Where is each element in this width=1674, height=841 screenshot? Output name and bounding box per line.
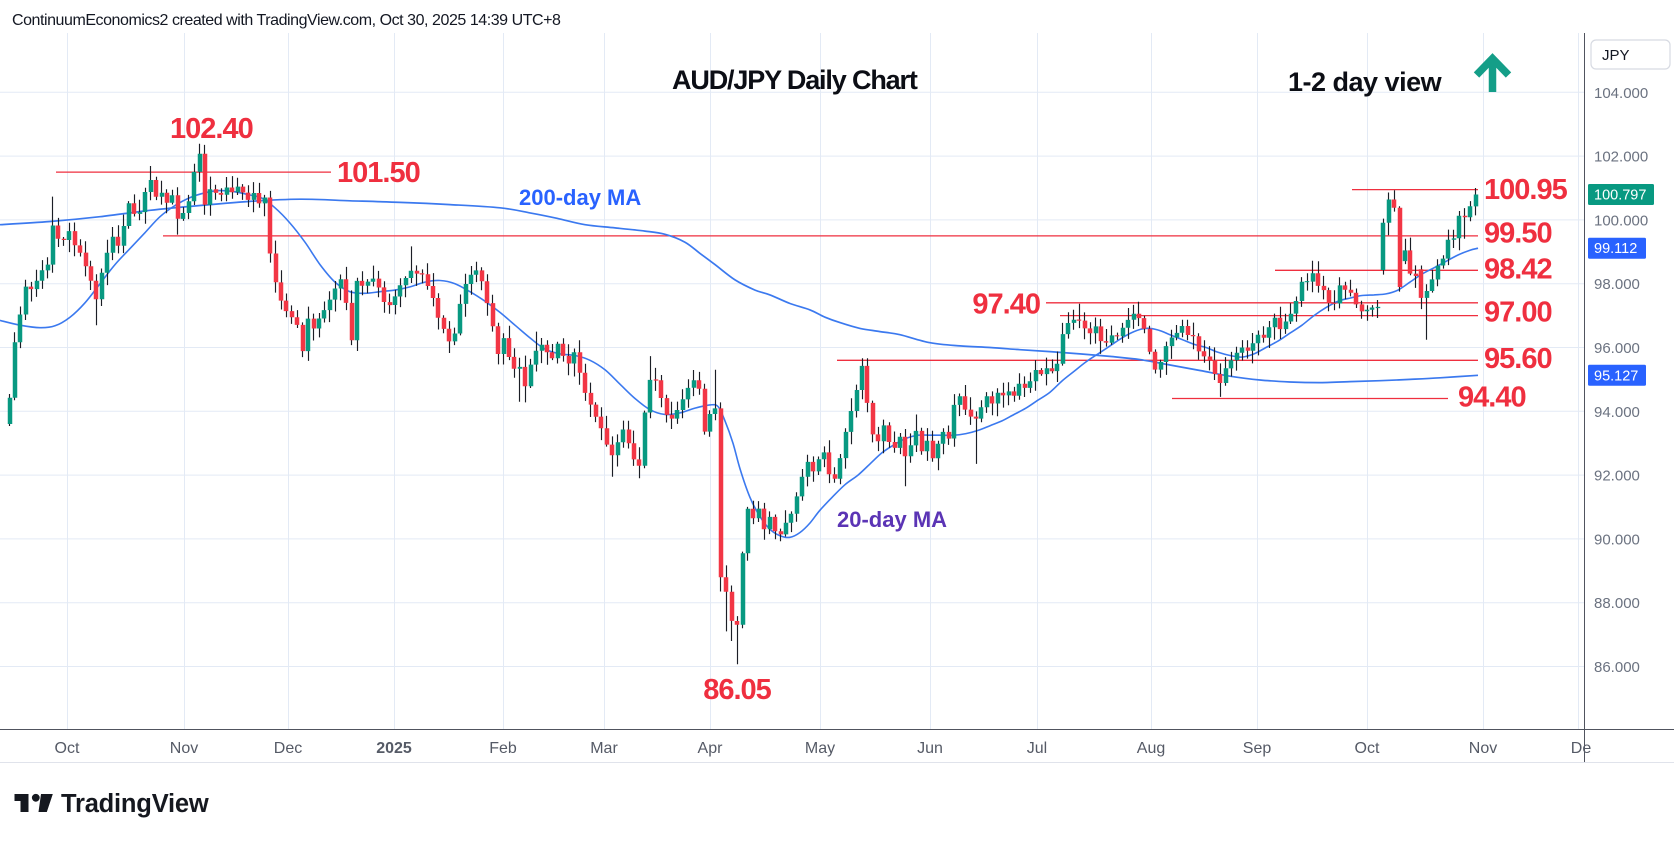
svg-text:Jun: Jun xyxy=(917,740,943,757)
svg-text:88.000: 88.000 xyxy=(1594,595,1640,612)
svg-text:99.112: 99.112 xyxy=(1594,241,1637,257)
svg-text:99.50: 99.50 xyxy=(1484,217,1552,249)
svg-text:1-2 day view: 1-2 day view xyxy=(1288,67,1443,97)
svg-text:101.50: 101.50 xyxy=(337,157,420,189)
svg-text:92.000: 92.000 xyxy=(1594,468,1640,485)
svg-text:102.40: 102.40 xyxy=(170,113,253,145)
svg-text:97.00: 97.00 xyxy=(1484,297,1552,329)
svg-text:104.000: 104.000 xyxy=(1594,85,1648,102)
svg-text:94.40: 94.40 xyxy=(1458,382,1526,414)
svg-text:Nov: Nov xyxy=(1469,740,1497,757)
svg-text:De: De xyxy=(1571,740,1592,757)
svg-text:Oct: Oct xyxy=(55,740,80,757)
svg-text:96.000: 96.000 xyxy=(1594,340,1640,357)
svg-text:100.797: 100.797 xyxy=(1594,188,1646,204)
svg-text:20-day MA: 20-day MA xyxy=(837,507,947,532)
svg-text:Mar: Mar xyxy=(590,740,618,757)
svg-text:98.42: 98.42 xyxy=(1484,253,1552,285)
svg-text:86.000: 86.000 xyxy=(1594,659,1640,676)
svg-text:Aug: Aug xyxy=(1137,740,1165,757)
svg-text:Apr: Apr xyxy=(698,740,724,757)
svg-text:102.000: 102.000 xyxy=(1594,149,1648,166)
svg-text:97.40: 97.40 xyxy=(972,288,1040,320)
svg-text:AUD/JPY Daily Chart: AUD/JPY Daily Chart xyxy=(672,65,918,95)
svg-text:95.127: 95.127 xyxy=(1594,368,1638,384)
svg-text:90.000: 90.000 xyxy=(1594,531,1640,548)
svg-text:Sep: Sep xyxy=(1243,740,1272,757)
svg-text:86.05: 86.05 xyxy=(703,674,771,706)
svg-text:ContinuumEconomics2 created wi: ContinuumEconomics2 created with Trading… xyxy=(12,12,561,29)
svg-text:Jul: Jul xyxy=(1027,740,1047,757)
svg-text:200-day MA: 200-day MA xyxy=(519,185,641,210)
svg-text:100.000: 100.000 xyxy=(1594,212,1648,229)
svg-text:TradingView: TradingView xyxy=(61,790,209,818)
svg-text:May: May xyxy=(805,740,835,757)
svg-text:100.95: 100.95 xyxy=(1484,174,1568,206)
svg-text:Dec: Dec xyxy=(274,740,302,757)
svg-text:2025: 2025 xyxy=(376,740,412,757)
svg-text:95.60: 95.60 xyxy=(1484,343,1552,375)
svg-text:JPY: JPY xyxy=(1602,47,1630,64)
svg-text:Oct: Oct xyxy=(1355,740,1380,757)
svg-text:Nov: Nov xyxy=(170,740,198,757)
svg-text:98.000: 98.000 xyxy=(1594,276,1640,293)
svg-text:94.000: 94.000 xyxy=(1594,404,1640,421)
svg-text:Feb: Feb xyxy=(489,740,517,757)
